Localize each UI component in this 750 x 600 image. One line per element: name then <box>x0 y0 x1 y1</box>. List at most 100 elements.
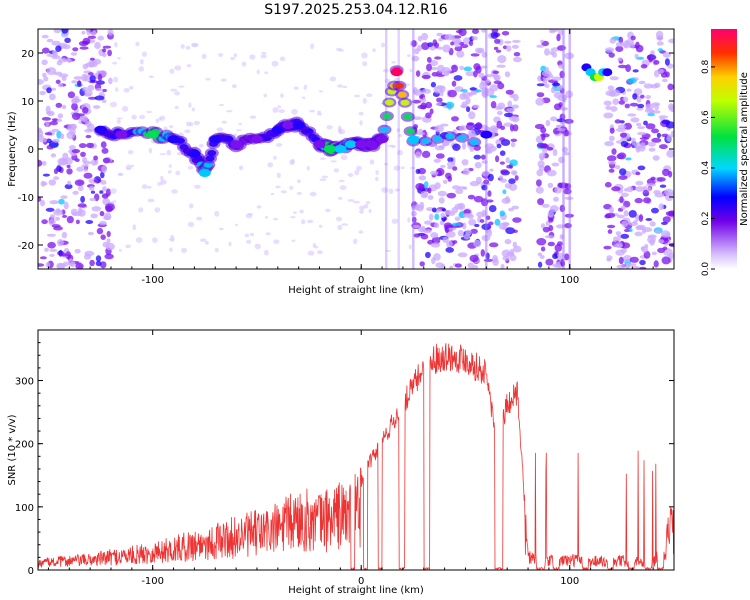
noise-speckle <box>430 66 438 71</box>
ridge-point <box>382 113 392 120</box>
faint-speckle <box>117 56 121 60</box>
noise-speckle <box>662 216 671 223</box>
faint-speckle <box>205 77 211 81</box>
noise-speckle <box>505 89 514 95</box>
noise-speckle <box>445 230 456 238</box>
noise-speckle <box>94 95 105 101</box>
faint-speckle <box>385 249 392 252</box>
noise-speckle <box>610 106 618 112</box>
ridge-peak <box>198 169 211 177</box>
noise-speckle <box>547 182 554 189</box>
faint-speckle <box>319 157 326 160</box>
noise-speckle <box>423 181 429 189</box>
noise-speckle <box>662 78 668 83</box>
faint-speckle <box>354 169 360 176</box>
noise-speckle <box>512 124 519 132</box>
noise-speckle <box>428 213 434 221</box>
noise-speckle <box>617 124 627 130</box>
faint-speckle <box>384 162 388 166</box>
noise-speckle <box>437 190 447 197</box>
noise-speckle <box>603 100 612 106</box>
noise-speckle <box>619 132 628 138</box>
ridge-peak <box>365 140 378 149</box>
noise-speckle <box>417 104 427 110</box>
noise-speckle <box>61 231 68 239</box>
noise-speckle <box>622 96 629 103</box>
noise-speckle <box>100 234 106 240</box>
faint-speckle <box>319 178 327 181</box>
faint-speckle <box>214 247 219 253</box>
noise-speckle <box>655 30 664 39</box>
noise-speckle <box>500 169 509 174</box>
noise-speckle <box>547 210 554 218</box>
noise-speckle <box>82 157 88 164</box>
noise-speckle <box>496 110 503 116</box>
noise-speckle <box>645 95 651 99</box>
faint-speckle <box>220 78 227 82</box>
noise-speckle <box>48 179 57 186</box>
noise-speckle <box>645 123 656 130</box>
noise-speckle <box>89 197 96 202</box>
colorbar-tick-label: 0.0 <box>701 262 711 277</box>
noise-speckle <box>535 186 544 194</box>
noise-speckle <box>64 37 71 43</box>
noise-speckle <box>411 99 421 104</box>
noise-speckle <box>536 238 547 246</box>
noise-speckle <box>452 240 458 244</box>
noise-speckle <box>642 189 650 197</box>
noise-speckle <box>425 101 433 109</box>
noise-speckle <box>620 233 630 239</box>
faint-speckle <box>116 119 121 124</box>
faint-speckle <box>409 68 413 73</box>
noise-speckle <box>507 100 513 108</box>
noise-speckle <box>463 209 471 215</box>
noise-speckle <box>502 189 507 195</box>
faint-speckle <box>388 188 394 194</box>
noise-speckle <box>613 244 622 248</box>
noise-speckle <box>541 203 550 208</box>
noise-speckle <box>641 246 648 253</box>
noise-speckle <box>656 177 666 182</box>
noise-speckle <box>61 29 69 34</box>
noise-speckle <box>618 256 624 265</box>
noise-speckle <box>41 117 52 121</box>
faint-speckle <box>121 105 129 112</box>
noise-speckle <box>498 223 507 230</box>
noise-speckle <box>101 99 107 103</box>
noise-speckle <box>512 171 517 176</box>
noise-speckle <box>605 90 615 96</box>
faint-speckle <box>318 90 324 93</box>
faint-speckle <box>180 44 185 49</box>
noise-speckle <box>434 182 441 190</box>
noise-speckle <box>634 231 643 237</box>
ridge-peak <box>344 140 357 149</box>
faint-speckle <box>190 42 198 48</box>
noise-speckle <box>49 214 56 219</box>
noise-speckle <box>91 206 102 212</box>
faint-speckle <box>174 65 182 71</box>
faint-speckle <box>123 88 130 93</box>
noise-speckle <box>86 142 94 149</box>
noise-speckle <box>452 143 461 151</box>
noise-speckle <box>635 180 644 186</box>
noise-speckle <box>94 41 101 50</box>
noise-speckle <box>630 117 640 123</box>
noise-speckle <box>623 210 629 217</box>
faint-speckle <box>358 111 364 116</box>
snr-y-label: SNR (10 * v/v) <box>7 414 18 485</box>
noise-speckle <box>458 125 468 131</box>
noise-speckle <box>662 246 668 251</box>
faint-speckle <box>141 184 148 189</box>
noise-speckle <box>56 239 64 247</box>
noise-speckle <box>55 102 63 108</box>
noise-speckle <box>462 142 466 150</box>
noise-speckle <box>629 256 639 263</box>
noise-speckle <box>47 110 55 117</box>
noise-speckle <box>508 178 516 185</box>
noise-speckle <box>434 56 442 60</box>
faint-speckle <box>309 109 315 113</box>
faint-speckle <box>241 61 247 67</box>
noise-speckle <box>662 168 670 177</box>
faint-speckle <box>375 170 379 175</box>
